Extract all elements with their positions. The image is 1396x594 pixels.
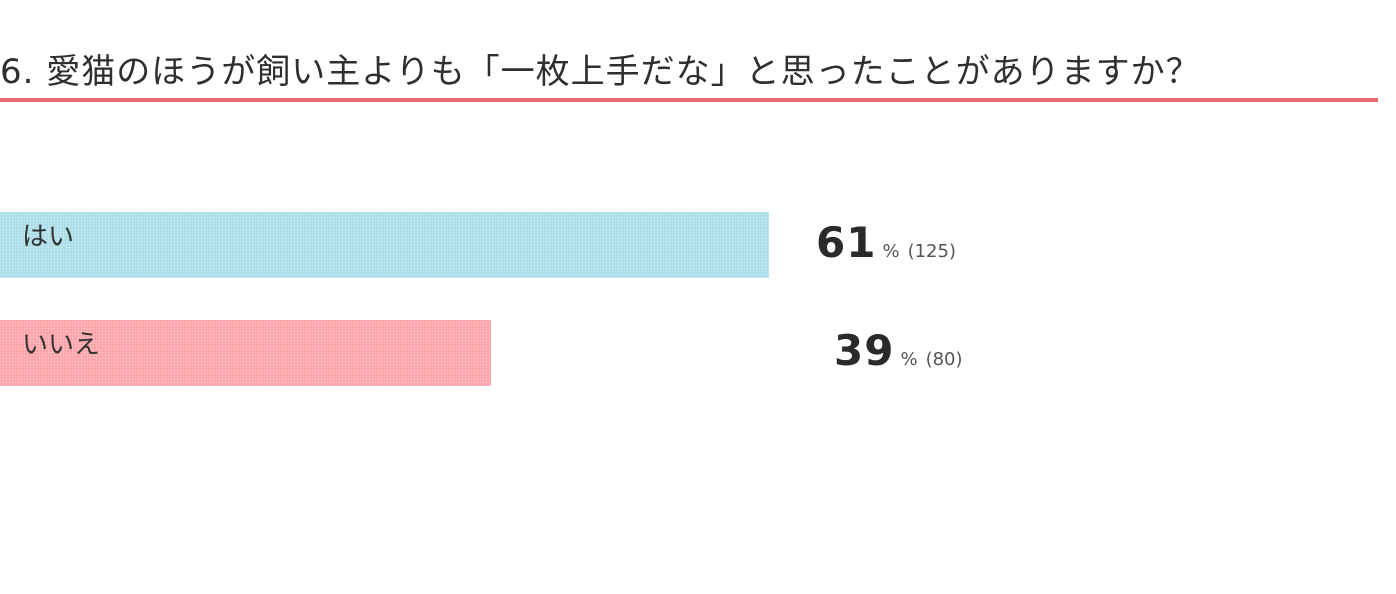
question-title: 6. 愛猫のほうが飼い主よりも「一枚上手だな」と思ったことがありますか？ <box>0 52 1201 92</box>
title-underline <box>0 98 1378 102</box>
bar-label: いいえ <box>22 330 101 360</box>
response-count: (80) <box>925 349 963 370</box>
percent-value: 39 <box>834 326 895 375</box>
percent-value: 61 <box>816 218 877 267</box>
response-count: (125) <box>907 241 956 262</box>
bar-label: はい <box>22 222 75 252</box>
bar-1 <box>0 212 769 278</box>
percent-sign: % <box>882 241 900 262</box>
percent-sign: % <box>900 349 918 370</box>
percent-readout: 61% (125) <box>816 222 956 264</box>
bar-2 <box>0 320 491 386</box>
percent-readout: 39% (80) <box>834 330 963 372</box>
